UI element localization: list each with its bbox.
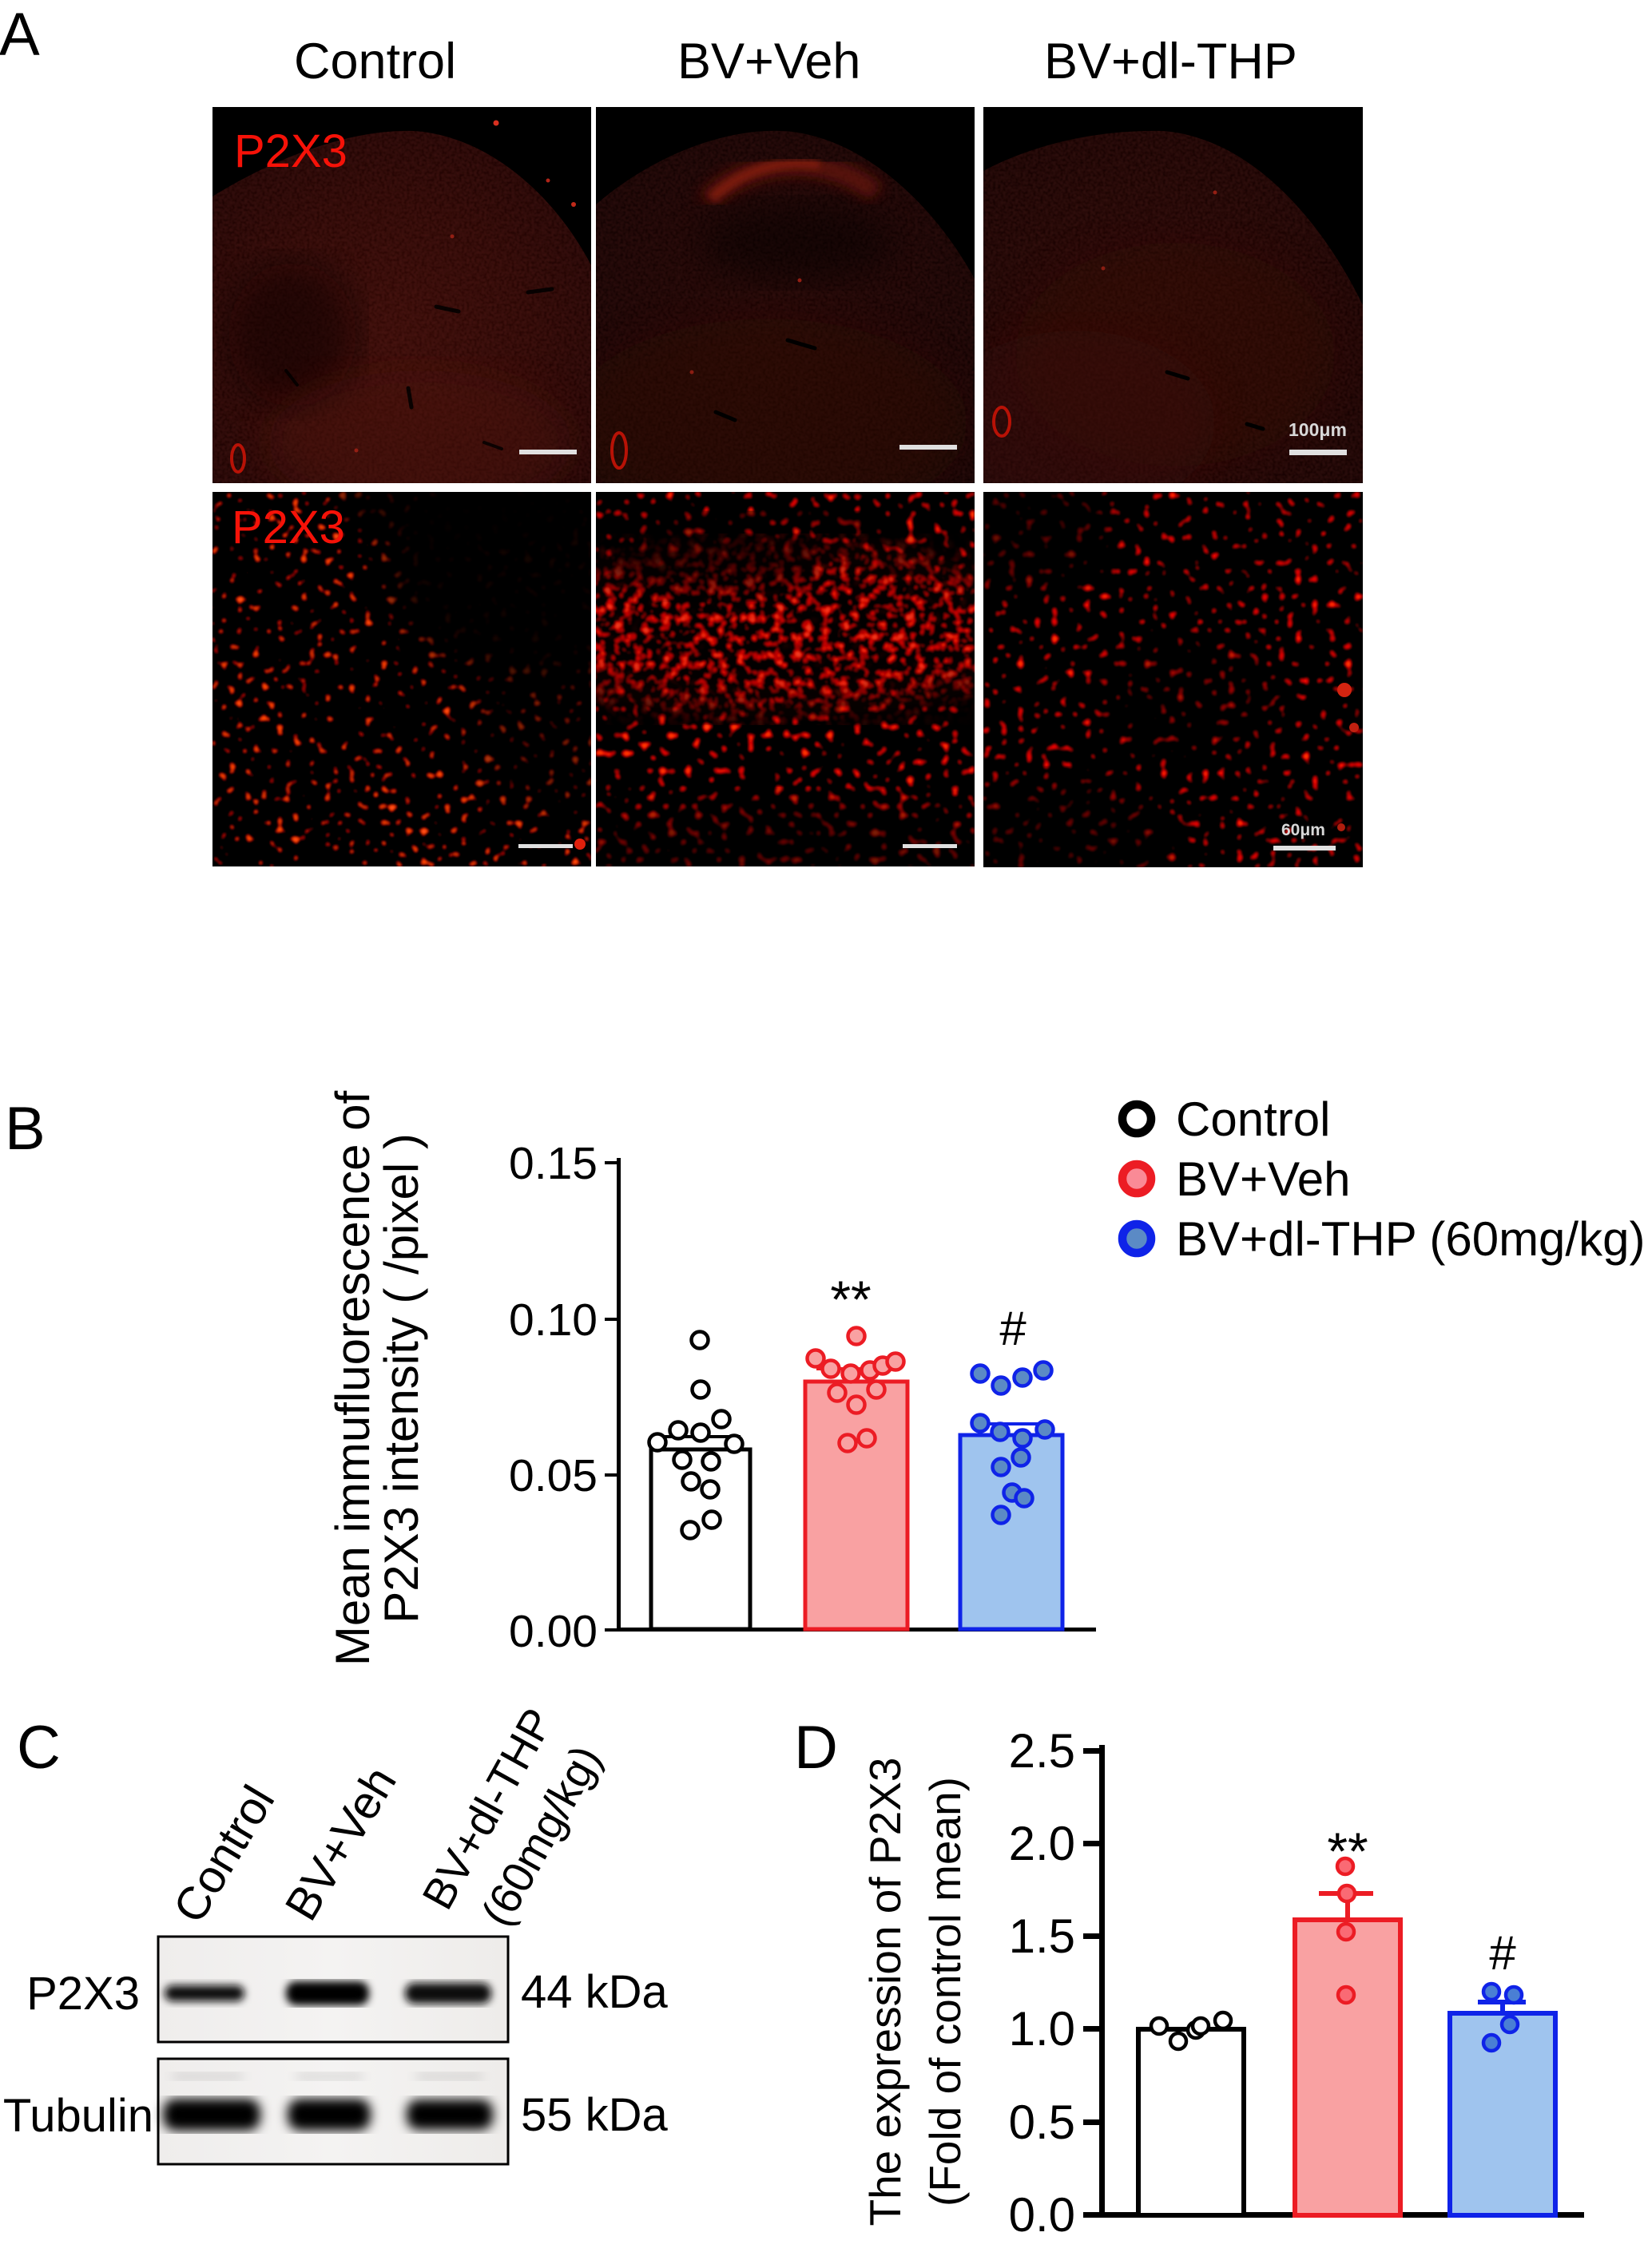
svg-text:2.0: 2.0 [1009, 1817, 1075, 1870]
svg-text:1.5: 1.5 [1009, 1909, 1075, 1963]
svg-text:BV+Veh: BV+Veh [275, 1758, 407, 1929]
svg-text:The expression of P2X3: The expression of P2X3 [860, 1757, 910, 2226]
svg-text:2.5: 2.5 [1009, 1724, 1075, 1778]
svg-text:P2X3 intensity ( /pixel ): P2X3 intensity ( /pixel ) [375, 1133, 428, 1624]
svg-text:Control: Control [163, 1777, 284, 1932]
svg-text:P2X3: P2X3 [26, 1968, 140, 2020]
svg-text:0.0: 0.0 [1009, 2188, 1075, 2242]
svg-text:100μm: 100μm [1289, 419, 1347, 440]
svg-text:0.5: 0.5 [1009, 2096, 1075, 2149]
svg-text:P2X3: P2X3 [232, 502, 345, 553]
svg-text:Tubulin: Tubulin [3, 2090, 153, 2142]
svg-text:(Fold of control mean): (Fold of control mean) [920, 1777, 970, 2207]
svg-text:0.10: 0.10 [509, 1295, 598, 1346]
svg-text:55 kDa: 55 kDa [521, 2089, 669, 2141]
svg-text:BV+Veh: BV+Veh [1176, 1152, 1351, 1206]
svg-text:0.05: 0.05 [509, 1450, 598, 1501]
svg-text:0.00: 0.00 [509, 1606, 598, 1657]
svg-text:0.15: 0.15 [509, 1138, 598, 1189]
svg-text:BV+dl-THP (60mg/kg): BV+dl-THP (60mg/kg) [1176, 1212, 1644, 1266]
svg-text:Control: Control [1176, 1092, 1330, 1146]
svg-text:#: # [999, 1302, 1027, 1355]
svg-text:#: # [1489, 1926, 1516, 1980]
svg-text:Mean immufluorescence of: Mean immufluorescence of [326, 1091, 379, 1667]
svg-text:44 kDa: 44 kDa [521, 1966, 669, 2018]
svg-text:P2X3: P2X3 [234, 125, 347, 177]
svg-text:**: ** [1327, 1822, 1368, 1881]
svg-text:1.0: 1.0 [1009, 2002, 1075, 2056]
svg-text:**: ** [830, 1270, 871, 1329]
svg-text:60μm: 60μm [1281, 821, 1325, 839]
